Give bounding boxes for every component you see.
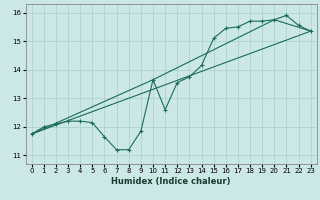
X-axis label: Humidex (Indice chaleur): Humidex (Indice chaleur) <box>111 177 231 186</box>
